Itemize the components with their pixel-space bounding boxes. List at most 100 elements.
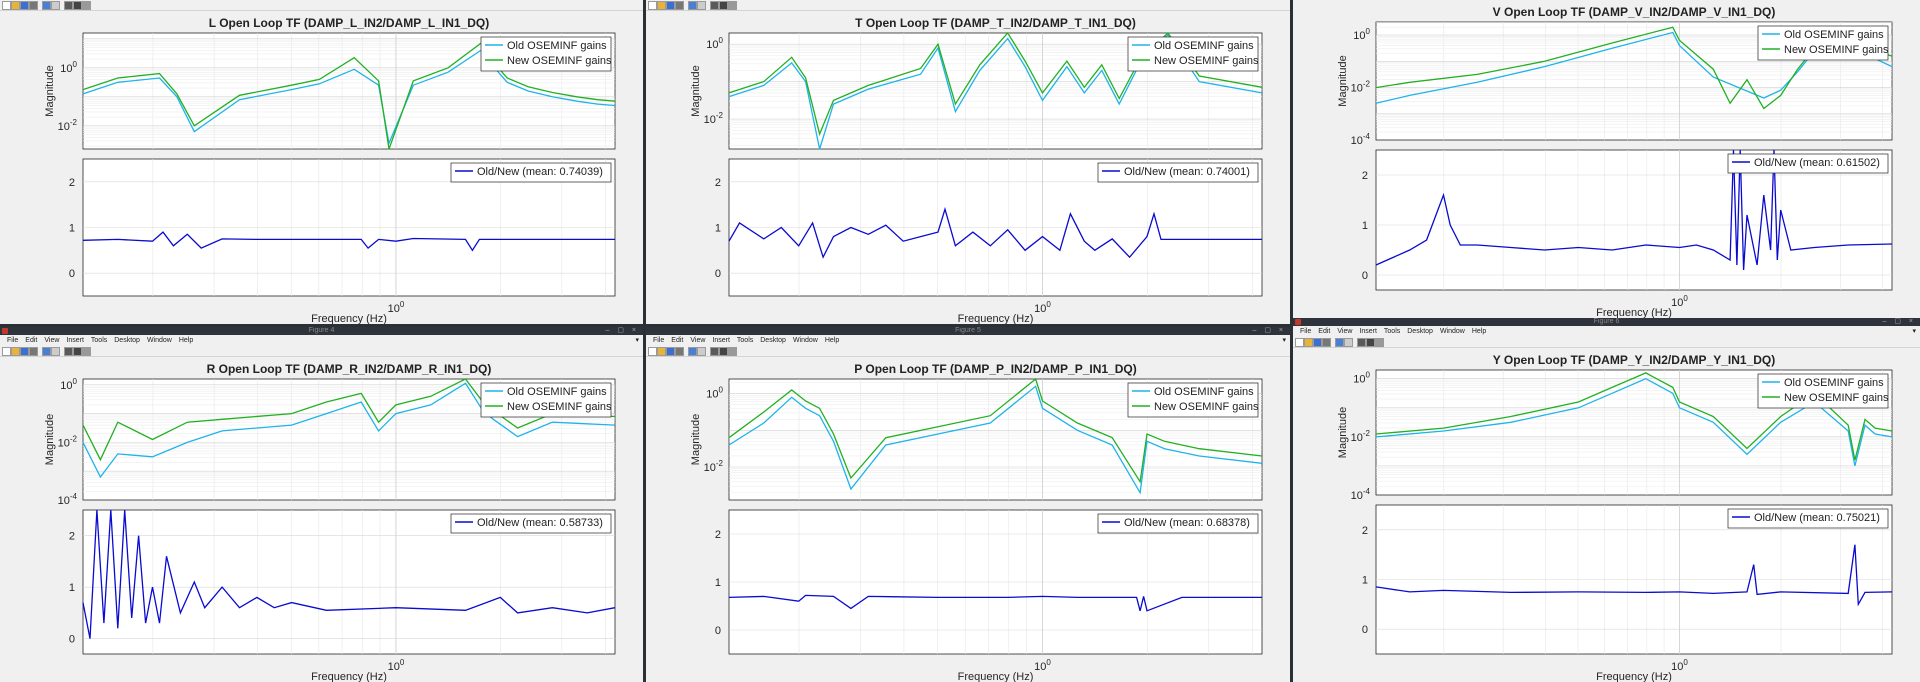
link-icon[interactable] (51, 1, 60, 10)
save-icon[interactable] (20, 347, 29, 356)
menu-item-view[interactable]: View (44, 337, 60, 344)
y-tick-label: 100 (1353, 27, 1370, 42)
new-figure-icon[interactable] (648, 1, 657, 10)
menu-item-help[interactable]: Help (178, 337, 194, 344)
save-icon[interactable] (20, 1, 29, 10)
pointer-icon[interactable] (719, 347, 728, 356)
menu-item-file[interactable]: File (1300, 328, 1312, 335)
insert-icon[interactable] (728, 1, 737, 10)
save-icon[interactable] (666, 1, 675, 10)
save-icon[interactable] (666, 347, 675, 356)
insert-icon[interactable] (1375, 338, 1384, 347)
open-icon[interactable] (1304, 338, 1313, 347)
menu-item-view[interactable]: View (1337, 328, 1353, 335)
legend-label: Old OSEMINF gains (1784, 377, 1884, 389)
menu-overflow-icon[interactable]: ▾ (635, 337, 639, 344)
legend-label: Old OSEMINF gains (1784, 29, 1884, 41)
menu-item-insert[interactable]: Insert (712, 337, 730, 344)
link-icon[interactable] (51, 347, 60, 356)
menu-item-view[interactable]: View (690, 337, 706, 344)
new-figure-icon[interactable] (1295, 338, 1304, 347)
print-icon[interactable] (675, 1, 684, 10)
dock-icon[interactable] (64, 1, 73, 10)
menu-item-window[interactable]: Window (1439, 328, 1465, 335)
open-icon[interactable] (11, 1, 20, 10)
pointer-icon[interactable] (719, 1, 728, 10)
window-controls-icon[interactable]: – ▢ × (1252, 327, 1286, 334)
insert-icon[interactable] (728, 347, 737, 356)
print-icon[interactable] (1322, 338, 1331, 347)
zoom-icon[interactable] (42, 347, 51, 356)
menu-item-desktop[interactable]: Desktop (1407, 328, 1433, 335)
y-tick-label: 10-2 (58, 434, 78, 449)
dock-icon[interactable] (710, 347, 719, 356)
series-line (1375, 544, 1893, 607)
link-icon[interactable] (697, 1, 706, 10)
open-icon[interactable] (11, 347, 20, 356)
new-figure-icon[interactable] (2, 1, 11, 10)
series-line (82, 48, 616, 146)
y-tick-label: 100 (60, 60, 77, 75)
open-icon[interactable] (657, 1, 666, 10)
y-tick-label: 100 (706, 386, 723, 401)
dock-icon[interactable] (1357, 338, 1366, 347)
legend-label: Old/New (mean: 0.74039) (477, 166, 603, 178)
x-axis-label: Frequency (Hz) (1596, 671, 1672, 682)
menu-item-edit[interactable]: Edit (25, 337, 38, 344)
menu-item-edit[interactable]: Edit (1318, 328, 1331, 335)
series-line (1375, 149, 1893, 271)
chart-title: Y Open Loop TF (DAMP_Y_IN2/DAMP_Y_IN1_DQ… (1493, 353, 1776, 367)
print-icon[interactable] (29, 1, 38, 10)
menu-item-file[interactable]: File (7, 337, 19, 344)
y-tick-label: 10-2 (58, 118, 78, 133)
dock-icon[interactable] (64, 347, 73, 356)
menu-item-tools[interactable]: Tools (736, 337, 754, 344)
menu-overflow-icon[interactable]: ▾ (1912, 328, 1916, 335)
menu-item-file[interactable]: File (653, 337, 665, 344)
zoom-icon[interactable] (1335, 338, 1344, 347)
menu-item-insert[interactable]: Insert (66, 337, 84, 344)
menu-item-tools[interactable]: Tools (90, 337, 108, 344)
figure-window-y: Figure 6 – ▢ × File Edit View Insert Tools Des… (1293, 318, 1920, 682)
menu-item-desktop[interactable]: Desktop (114, 337, 140, 344)
y-tick-label: 0 (69, 268, 75, 280)
zoom-icon[interactable] (42, 1, 51, 10)
menu-item-window[interactable]: Window (792, 337, 818, 344)
figure-toolbar (0, 0, 643, 11)
y-tick-label: 10-2 (1351, 80, 1371, 95)
link-icon[interactable] (697, 347, 706, 356)
pointer-icon[interactable] (73, 1, 82, 10)
x-tick-label: 100 (388, 300, 405, 315)
new-figure-icon[interactable] (648, 347, 657, 356)
insert-icon[interactable] (82, 1, 91, 10)
menu-item-window[interactable]: Window (146, 337, 172, 344)
insert-icon[interactable] (82, 347, 91, 356)
print-icon[interactable] (675, 347, 684, 356)
zoom-icon[interactable] (688, 1, 697, 10)
dock-icon[interactable] (710, 1, 719, 10)
menu-item-edit[interactable]: Edit (671, 337, 684, 344)
link-icon[interactable] (1344, 338, 1353, 347)
window-divider (0, 324, 1920, 327)
menu-item-help[interactable]: Help (1471, 328, 1487, 335)
figure-toolbar (646, 346, 1290, 357)
menu-item-desktop[interactable]: Desktop (760, 337, 786, 344)
menu-item-help[interactable]: Help (824, 337, 840, 344)
zoom-icon[interactable] (688, 347, 697, 356)
menu-item-tools[interactable]: Tools (1383, 328, 1401, 335)
legend-label: Old/New (mean: 0.68378) (1124, 517, 1250, 529)
y-axis-label: Magnitude (1337, 407, 1349, 458)
save-icon[interactable] (1313, 338, 1322, 347)
pointer-icon[interactable] (1366, 338, 1375, 347)
new-figure-icon[interactable] (2, 347, 11, 356)
x-tick-label: 100 (1034, 658, 1051, 673)
pointer-icon[interactable] (73, 347, 82, 356)
window-controls-icon[interactable]: – ▢ × (605, 327, 639, 334)
print-icon[interactable] (29, 347, 38, 356)
y-tick-label: 100 (1353, 371, 1370, 386)
figure-window-t: T Open Loop TF (DAMP_T_IN2/DAMP_T_IN1_DQ… (646, 0, 1290, 324)
open-icon[interactable] (657, 347, 666, 356)
menu-overflow-icon[interactable]: ▾ (1282, 337, 1286, 344)
menu-item-insert[interactable]: Insert (1359, 328, 1377, 335)
window-controls-icon[interactable]: – ▢ × (1882, 318, 1916, 325)
